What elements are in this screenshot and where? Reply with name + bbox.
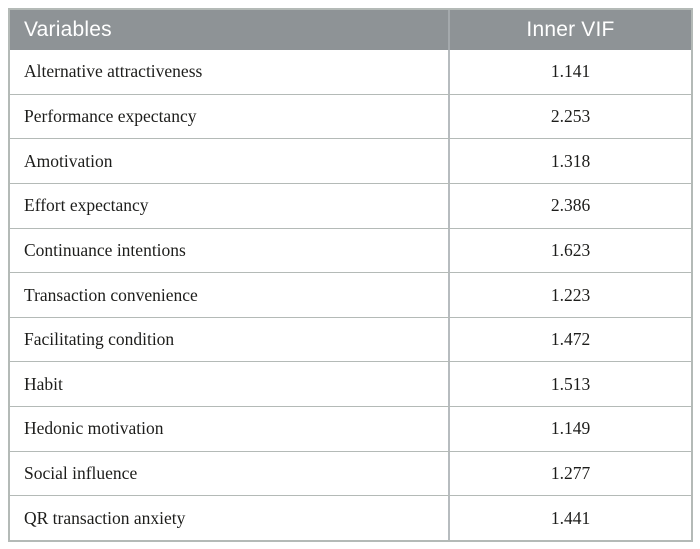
vif-cell: 1.141 (448, 50, 691, 94)
table-row: Amotivation 1.318 (10, 138, 691, 183)
table-row: Performance expectancy 2.253 (10, 93, 691, 139)
vif-cell: 1.277 (448, 451, 691, 496)
column-header-variables: Variables (10, 10, 448, 50)
vif-cell: 1.318 (448, 139, 691, 183)
vif-cell: 1.223 (448, 273, 691, 317)
table-row: Facilitating condition 1.472 (10, 316, 691, 362)
column-header-inner-vif: Inner VIF (448, 10, 691, 50)
variable-cell: Amotivation (24, 150, 113, 171)
table-row: Transaction convenience 1.223 (10, 272, 691, 317)
column-header-inner-vif-label: Inner VIF (526, 18, 615, 41)
table-row: Social influence 1.277 (10, 450, 691, 496)
vif-cell: 2.386 (448, 183, 691, 228)
table-row: Hedonic motivation 1.149 (10, 406, 691, 451)
vif-cell: 1.513 (448, 362, 691, 407)
inner-vif-table: Variables Inner VIF Alternative attracti… (8, 8, 693, 542)
variable-cell: Hedonic motivation (24, 418, 164, 439)
table-row: Continuance intentions 1.623 (10, 227, 691, 273)
variable-cell: Performance expectancy (24, 105, 197, 126)
variable-cell: Continuance intentions (24, 239, 186, 260)
column-header-variables-label: Variables (24, 18, 112, 41)
table-row: Habit 1.513 (10, 361, 691, 407)
table-body: Alternative attractiveness 1.141 Perform… (10, 50, 691, 541)
table-row: Effort expectancy 2.386 (10, 182, 691, 228)
table-row: QR transaction anxiety 1.441 (10, 495, 691, 541)
vif-cell: 1.472 (448, 317, 691, 362)
variable-cell: Transaction convenience (24, 284, 198, 305)
variable-cell: Habit (24, 373, 63, 394)
vif-cell: 1.441 (448, 496, 691, 541)
variable-cell: Effort expectancy (24, 195, 149, 216)
table-row: Alternative attractiveness 1.141 (10, 50, 691, 94)
table-header-row: Variables Inner VIF (10, 10, 691, 50)
variable-cell: QR transaction anxiety (24, 507, 186, 528)
vif-cell: 1.149 (448, 407, 691, 451)
variable-cell: Social influence (24, 463, 138, 484)
vif-cell: 1.623 (448, 228, 691, 273)
variable-cell: Facilitating condition (24, 329, 175, 350)
variable-cell: Alternative attractiveness (24, 61, 203, 82)
vif-cell: 2.253 (448, 94, 691, 139)
